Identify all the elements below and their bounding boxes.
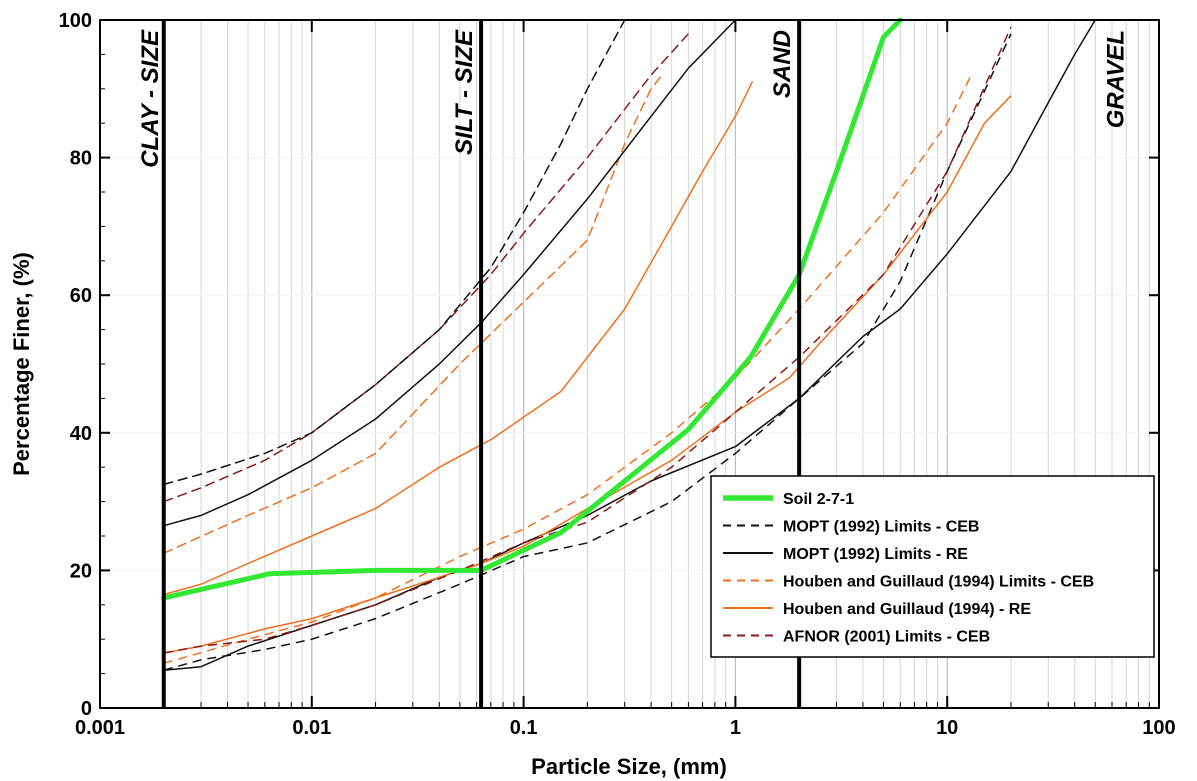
legend-label: AFNOR (2001) Limits - CEB [783, 629, 990, 646]
y-tick-label: 60 [70, 285, 92, 307]
x-tick-label: 0.001 [75, 717, 125, 739]
y-tick-label: 40 [70, 423, 92, 445]
y-tick-label: 0 [81, 698, 92, 720]
x-tick-label: 1 [730, 717, 741, 739]
size-class-label: CLAY - SIZE [137, 29, 164, 168]
x-axis-label: Particle Size, (mm) [531, 754, 727, 779]
legend-label: MOPT (1992) Limits - CEB [783, 519, 979, 536]
houben-and-guillaud-1994-re-line [163, 81, 753, 596]
legend-box [710, 475, 1155, 658]
size-class-label: SAND [769, 30, 796, 98]
y-axis-label: Percentage Finer, (%) [9, 252, 34, 476]
grading-curves [161, 17, 903, 601]
lower-limit-line [163, 74, 972, 665]
y-tick-label: 100 [59, 10, 92, 32]
legend-label: Houben and Guillaud (1994) - RE [783, 601, 1031, 618]
mopt-1992-limits-ceb-line [163, 19, 626, 486]
x-tick-label: 0.1 [510, 717, 538, 739]
y-tick-label: 20 [70, 560, 92, 582]
legend-label: Soil 2-7-1 [783, 491, 854, 508]
soil-2-7-1-line [161, 17, 903, 601]
afnor-2001-limits-ceb-line [163, 33, 690, 503]
size-class-label: SILT - SIZE [451, 29, 478, 155]
y-tick-label: 80 [70, 148, 92, 170]
legend-label: MOPT (1992) Limits - RE [783, 546, 968, 563]
x-tick-label: 100 [1142, 717, 1175, 739]
mopt-1992-limits-re-line [163, 19, 737, 527]
x-tick-label: 0.01 [292, 717, 331, 739]
legend-label: Houben and Guillaud (1994) Limits - CEB [783, 574, 1094, 591]
houben-and-guillaud-1994-limits-ceb-line [163, 74, 663, 554]
legend: Soil 2-7-1 MOPT (1992) Limits - CEB MOPT (… [710, 475, 1155, 658]
size-class-label: GRAVEL [1103, 30, 1130, 128]
x-tick-label: 10 [936, 717, 958, 739]
